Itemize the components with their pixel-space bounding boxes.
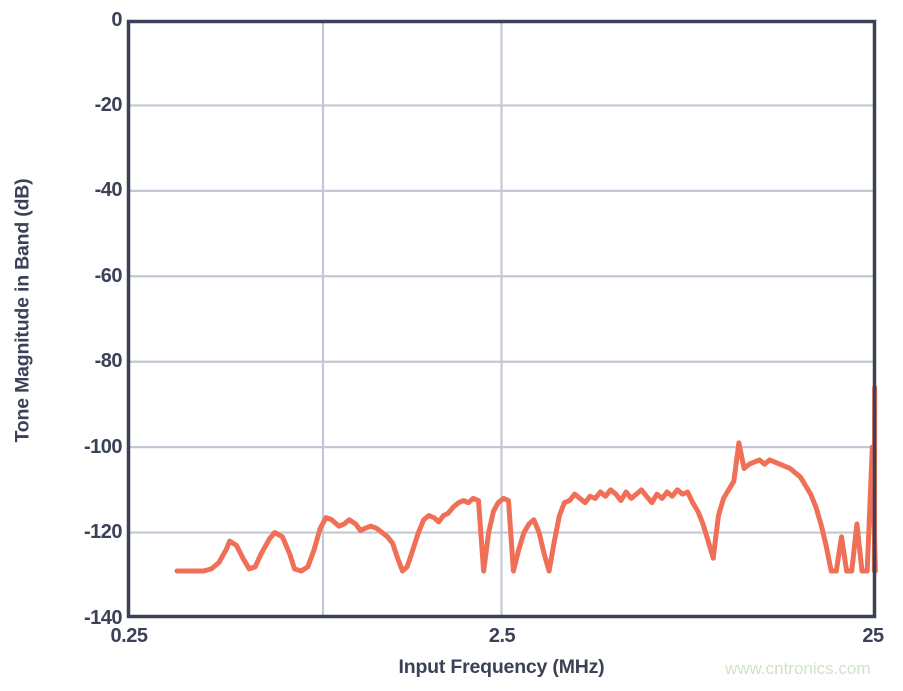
- y-tick-label-m20: -20: [94, 94, 123, 116]
- y-tick-label-m60: -60: [94, 265, 123, 287]
- y-tick-label-m140: -140: [83, 607, 123, 629]
- axis-frame: [126, 19, 877, 619]
- x-axis-title: Input Frequency (MHz): [398, 656, 605, 678]
- y-tick-label-0: 0: [111, 9, 122, 31]
- x-tick-label-0p25: 0.25: [110, 625, 148, 647]
- plot-frame: [126, 19, 877, 619]
- y-tick-label-m80: -80: [94, 350, 123, 372]
- grid-lines: [127, 20, 876, 618]
- y-axis-title-text: Tone Magnitude in Band (dB): [11, 178, 34, 442]
- data-series-0: [174, 440, 878, 574]
- y-tick-label-m40: -40: [94, 179, 123, 201]
- y-axis-tick-labels: 0 -20 -40 -60 -80 -100 -120 -140: [38, 0, 123, 691]
- x-axis-tick-labels: 0.25 2.5 25: [0, 626, 903, 654]
- watermark-text: www.cntronics.com: [725, 659, 871, 678]
- y-tick-label-m120: -120: [83, 521, 123, 543]
- y-tick-label-m100: -100: [83, 436, 123, 458]
- plot-area: [126, 19, 878, 619]
- x-tick-label-2p5: 2.5: [488, 625, 516, 647]
- data-series-group: [174, 384, 878, 574]
- x-tick-label-25: 25: [862, 625, 884, 647]
- plot-svg: [126, 19, 878, 619]
